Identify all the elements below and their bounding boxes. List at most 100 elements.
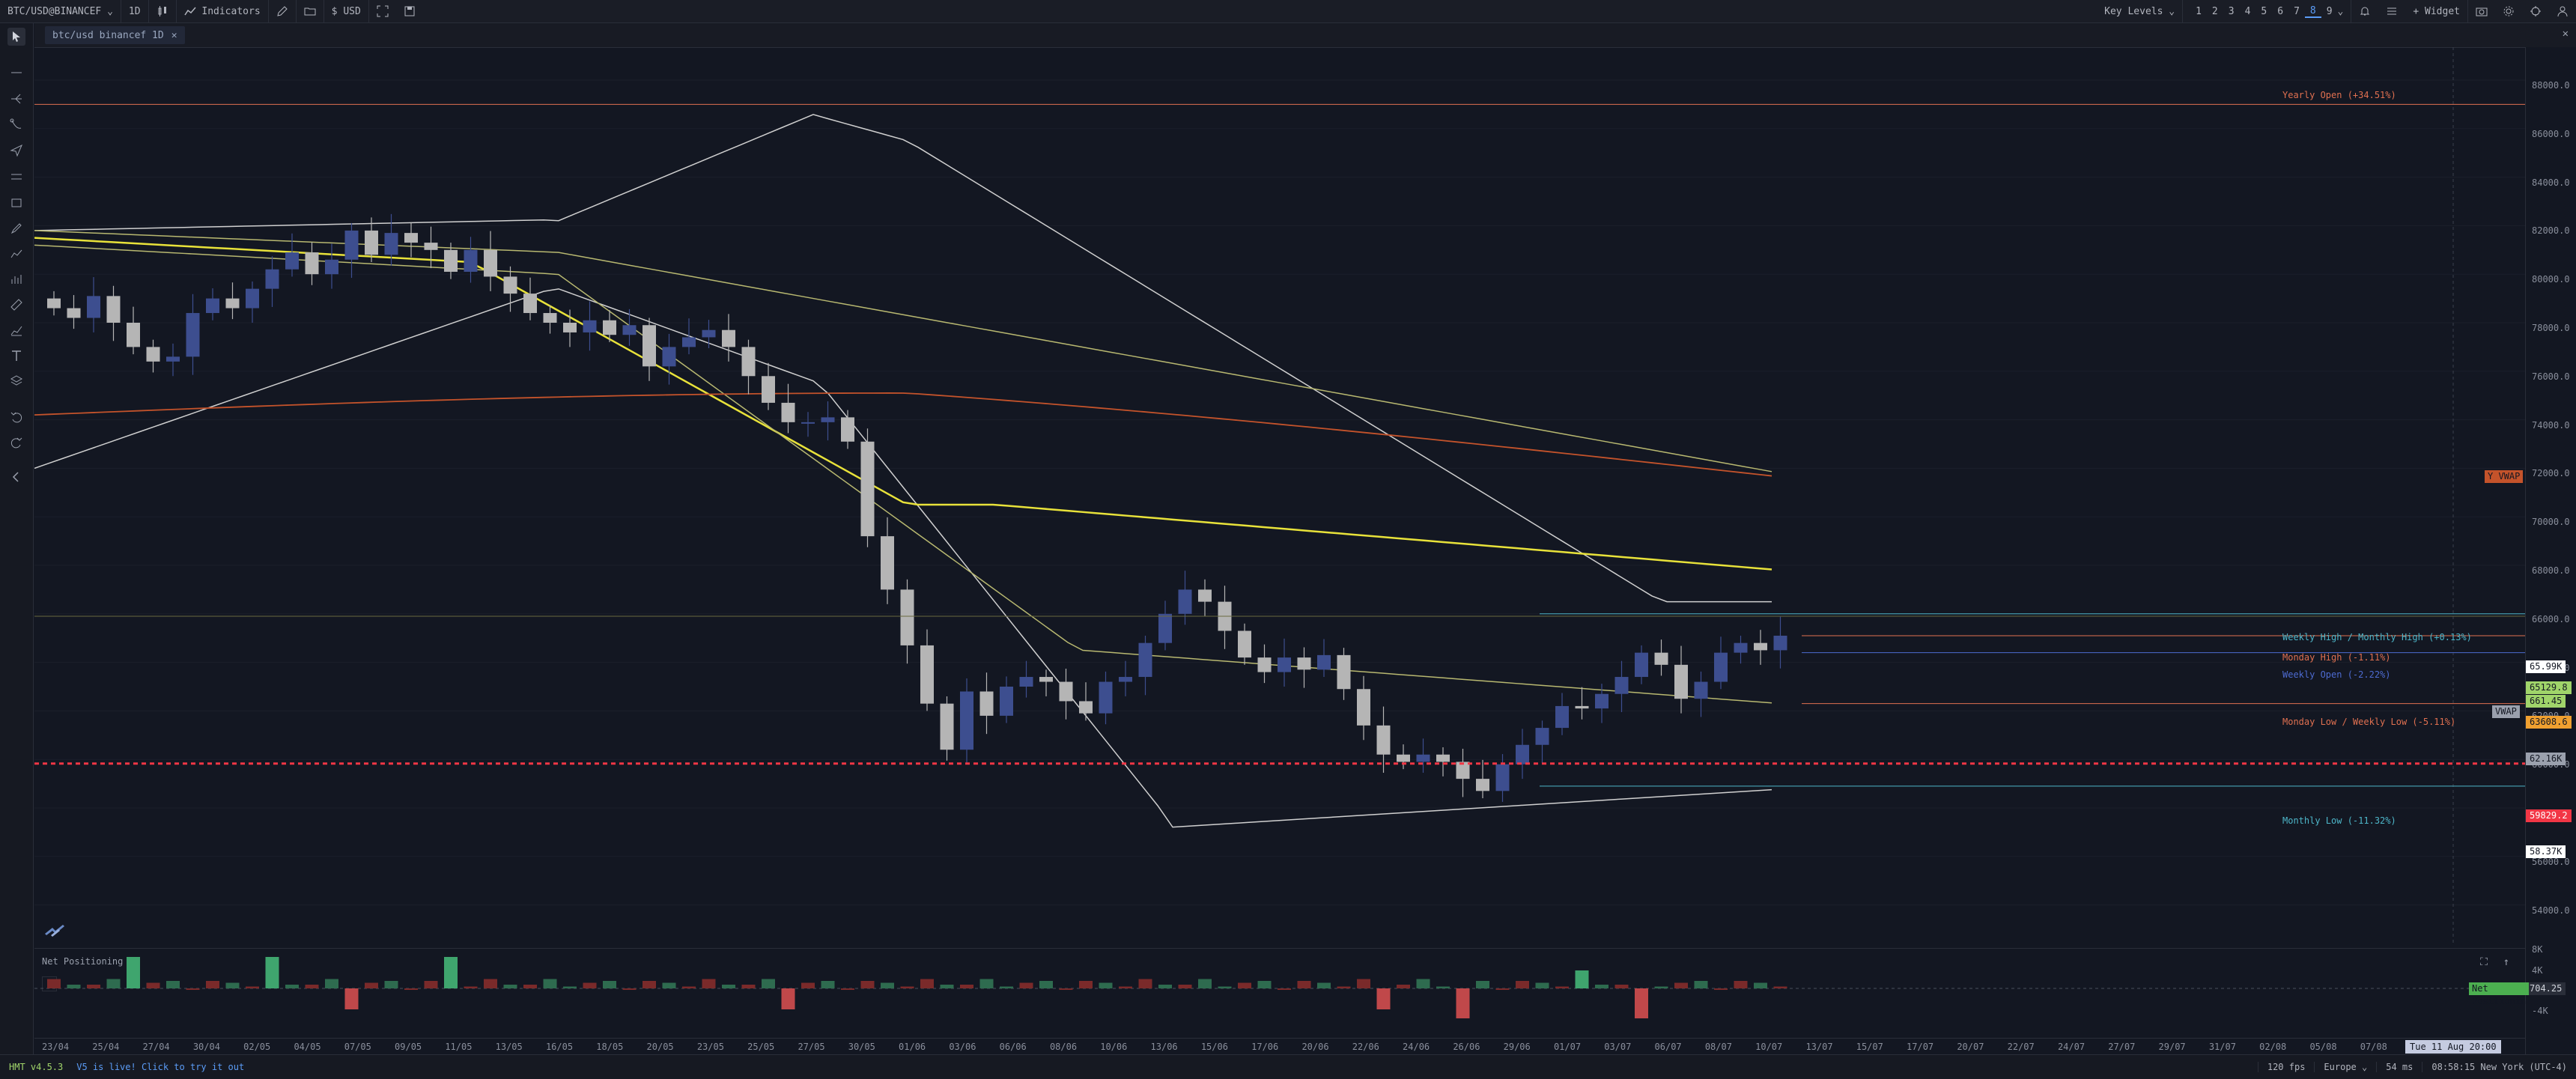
alerts-button[interactable] bbox=[2351, 0, 2378, 22]
layout-7-button[interactable]: 7 bbox=[2294, 5, 2300, 17]
cursor-tool[interactable] bbox=[7, 28, 25, 46]
candle-body bbox=[186, 313, 200, 357]
brush-tool[interactable] bbox=[7, 219, 25, 237]
folder-icon bbox=[304, 7, 316, 16]
screenshot-button[interactable] bbox=[2468, 0, 2495, 22]
gann-tool[interactable] bbox=[7, 270, 25, 288]
currency-button[interactable]: $ USD bbox=[324, 0, 369, 22]
price-tick-label: 78000.0 bbox=[2532, 323, 2570, 333]
path-tool[interactable] bbox=[7, 116, 25, 134]
bars-icon bbox=[11, 275, 22, 284]
net-positioning-histogram bbox=[34, 957, 2525, 1018]
chart-settings-button[interactable] bbox=[2522, 0, 2549, 22]
histogram-bar bbox=[87, 985, 100, 988]
symbol-selector[interactable]: BTC/USD@BINANCEF ⌄ bbox=[0, 0, 121, 22]
layout-9-button[interactable]: 9 bbox=[2326, 5, 2333, 17]
histogram-bar bbox=[1357, 979, 1370, 988]
text-tool[interactable] bbox=[7, 347, 25, 365]
symbol-label: BTC/USD@BINANCEF bbox=[7, 5, 102, 17]
crosshair-date-tag: Tue 11 Aug 20:00 bbox=[2405, 1040, 2501, 1054]
y-vwap-label: Y VWAP bbox=[2485, 470, 2524, 483]
redo-button[interactable] bbox=[7, 434, 25, 452]
account-button[interactable] bbox=[2549, 0, 2576, 22]
chevron-down-icon: ⌄ bbox=[2362, 1062, 2368, 1072]
candle-body bbox=[344, 230, 359, 260]
list-button[interactable] bbox=[2378, 0, 2405, 22]
user-icon bbox=[2557, 6, 2568, 17]
candle-body bbox=[1635, 652, 1648, 678]
time-tick-label: 04/05 bbox=[294, 1042, 321, 1052]
time-tick-label: 22/07 bbox=[2007, 1042, 2035, 1052]
interval-selector[interactable]: 1D bbox=[121, 0, 149, 22]
price-tick-label: 68000.0 bbox=[2532, 565, 2570, 576]
layout-3-button[interactable]: 3 bbox=[2228, 5, 2235, 17]
candle-body bbox=[484, 249, 497, 277]
candle-body bbox=[1456, 762, 1470, 779]
time-tick-label: 13/05 bbox=[495, 1042, 523, 1052]
time-tick-label: 13/06 bbox=[1150, 1042, 1178, 1052]
time-tick-label: 10/07 bbox=[1755, 1042, 1783, 1052]
time-tick-label: 02/05 bbox=[243, 1042, 271, 1052]
candle-body bbox=[1516, 744, 1529, 765]
indicators-button[interactable]: Indicators bbox=[177, 0, 269, 22]
histogram-bar bbox=[1278, 988, 1291, 990]
layout-4-button[interactable]: 4 bbox=[2244, 5, 2251, 17]
settings-button[interactable] bbox=[2495, 0, 2522, 22]
draw-button[interactable] bbox=[269, 0, 297, 22]
fork-tool[interactable] bbox=[7, 90, 25, 108]
widget-button[interactable]: + Widget bbox=[2405, 0, 2468, 22]
text-icon bbox=[12, 350, 21, 361]
histogram-bar bbox=[1773, 986, 1787, 988]
candle-body bbox=[1138, 642, 1152, 678]
announcement-link[interactable]: V5 is live! Click to try it out bbox=[76, 1062, 245, 1072]
candle-body bbox=[1416, 754, 1430, 762]
undo-button[interactable] bbox=[7, 408, 25, 426]
layers-tool[interactable] bbox=[7, 372, 25, 390]
histogram-bar bbox=[622, 988, 637, 990]
histogram-bar bbox=[47, 979, 61, 988]
candle-body bbox=[325, 259, 338, 275]
price-tick-label: 76000.0 bbox=[2532, 371, 2570, 382]
histogram-bar bbox=[67, 985, 81, 988]
forecast-tool[interactable] bbox=[7, 321, 25, 339]
price-axis[interactable]: 88000.0 86000.0 84000.0 82000.0 80000.0 78000… bbox=[2525, 47, 2576, 1078]
close-icon[interactable]: ✕ bbox=[171, 29, 177, 41]
time-tick-label: 08/06 bbox=[1049, 1042, 1078, 1052]
save-button[interactable] bbox=[396, 0, 423, 22]
ruler-tool[interactable] bbox=[7, 296, 25, 314]
key-levels-label: Key Levels bbox=[2104, 5, 2163, 17]
cog-icon bbox=[2530, 6, 2541, 16]
move-pane-up-button[interactable]: ↑ bbox=[2498, 956, 2515, 973]
price-chart[interactable] bbox=[34, 47, 2525, 946]
maximize-pane-button[interactable]: ⛶ bbox=[2476, 956, 2492, 973]
layout-2-button[interactable]: 2 bbox=[2211, 5, 2218, 17]
chart-pattern-tool[interactable] bbox=[7, 245, 25, 263]
candle-body bbox=[940, 703, 954, 750]
layout-1-button[interactable]: 1 bbox=[2196, 5, 2202, 17]
candle-body bbox=[444, 249, 458, 272]
parallel-tool[interactable] bbox=[7, 168, 25, 186]
folder-button[interactable] bbox=[297, 0, 324, 22]
price-tick-label: 74000.0 bbox=[2532, 419, 2570, 431]
send-icon bbox=[10, 144, 22, 157]
layout-6-button[interactable]: 6 bbox=[2277, 5, 2284, 17]
region-selector[interactable]: Europe ⌄ bbox=[2314, 1062, 2376, 1072]
sub-axis-label: 4K bbox=[2532, 965, 2543, 976]
fullscreen-button[interactable] bbox=[369, 0, 396, 22]
time-tick-label: 18/05 bbox=[596, 1042, 624, 1052]
price-tick-label: 72000.0 bbox=[2532, 468, 2570, 479]
trendline-tool[interactable] bbox=[7, 64, 25, 82]
layout-8-button[interactable]: 8 bbox=[2304, 5, 2321, 18]
chart-tab[interactable]: btc/usd binancef 1D ✕ bbox=[45, 26, 185, 44]
key-levels-selector[interactable]: Key Levels ⌄ bbox=[2097, 0, 2184, 22]
layout-5-button[interactable]: 5 bbox=[2261, 5, 2267, 17]
chart-type-button[interactable] bbox=[149, 0, 177, 22]
monthly-low-label: Monthly Low (-11.32%) bbox=[2282, 815, 2396, 826]
grid bbox=[34, 47, 2525, 946]
close-window-icon[interactable]: ✕ bbox=[2562, 28, 2569, 40]
arrow-tool[interactable] bbox=[7, 142, 25, 159]
rectangle-tool[interactable] bbox=[7, 194, 25, 212]
time-axis[interactable]: 23/04 25/04 27/04 30/04 02/05 04/05 07/05 09/05… bbox=[34, 1038, 2525, 1055]
collapse-toolbar-button[interactable] bbox=[7, 468, 25, 486]
pencil-icon bbox=[276, 6, 288, 16]
